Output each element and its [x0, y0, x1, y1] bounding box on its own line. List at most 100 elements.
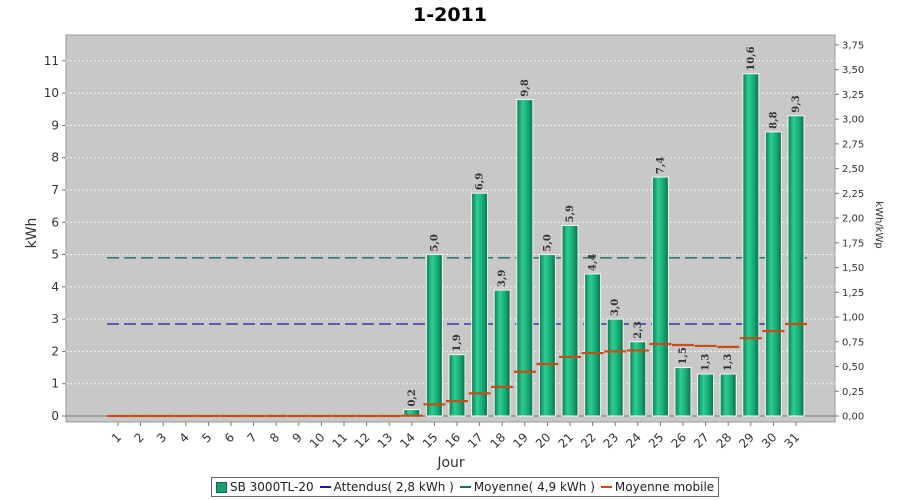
y-tick-label: 1 [51, 377, 59, 391]
y2-tick-label: 3,50 [842, 65, 864, 76]
bar [674, 367, 692, 417]
x-tick-label: 29 [736, 430, 757, 451]
bar [651, 176, 669, 417]
x-tick-label: 23 [601, 430, 622, 451]
data-label: 1,3 [701, 354, 712, 371]
data-label: 2,3 [633, 321, 644, 338]
y2-tick-label: 3,75 [842, 40, 864, 51]
data-label: 7,4 [655, 157, 666, 174]
x-tick-label: 27 [691, 430, 712, 451]
bar [561, 225, 579, 417]
legend-label-expected: Attendus( 2,8 kWh ) [333, 480, 454, 494]
y-tick-label: 3 [51, 312, 59, 326]
y-axis-label: kWh [24, 218, 40, 249]
y-tick-label: 8 [51, 151, 59, 165]
x-tick-label: 26 [668, 430, 689, 451]
x-tick-label: 4 [177, 430, 192, 445]
x-tick-label: 31 [781, 430, 802, 451]
data-label: 0,2 [407, 389, 418, 406]
legend-swatch-production [216, 481, 227, 493]
y-tick-label: 7 [51, 183, 59, 197]
y-tick-label: 9 [51, 118, 59, 132]
y2-tick-label: 1,75 [842, 238, 864, 249]
y2-tick-label: 2,50 [842, 164, 864, 175]
bar [516, 99, 534, 417]
x-tick-label: 5 [199, 430, 214, 445]
y2-tick-label: 1,50 [842, 263, 864, 274]
x-tick-label: 14 [397, 430, 418, 451]
bar [787, 115, 805, 417]
data-label: 1,5 [678, 347, 689, 364]
bar [697, 373, 715, 417]
y2-tick-label: 2,00 [842, 214, 864, 225]
x-tick-label: 30 [759, 430, 780, 451]
data-label: 5,0 [429, 234, 440, 251]
x-tick-label: 16 [442, 430, 463, 451]
y2-tick-label: 0,00 [842, 412, 864, 423]
x-axis-label: Jour [436, 455, 465, 471]
bar [606, 318, 624, 417]
bar [425, 254, 443, 417]
legend-item-production: SB 3000TL-20 [216, 480, 314, 494]
bar [448, 354, 466, 417]
data-label: 5,9 [565, 205, 576, 222]
y2-tick-label: 3,25 [842, 90, 864, 101]
chart-title: 1-2011 [413, 4, 487, 26]
legend-swatch-moving-average [600, 486, 612, 488]
legend-item-expected: Attendus( 2,8 kWh ) [319, 480, 454, 494]
x-tick-label: 20 [533, 430, 554, 451]
data-label: 6,9 [475, 173, 486, 190]
data-label: 1,9 [452, 334, 463, 351]
legend-swatch-expected [319, 486, 331, 488]
data-label: 9,3 [791, 95, 802, 112]
data-label: 5,0 [542, 234, 553, 251]
x-tick-label: 21 [555, 430, 576, 451]
y2-tick-label: 2,25 [842, 189, 864, 200]
x-tick-label: 11 [329, 430, 350, 451]
y2-tick-label: 1,00 [842, 313, 864, 324]
x-tick-label: 3 [154, 430, 169, 445]
x-tick-label: 8 [267, 430, 282, 445]
legend-item-moving-average: Moyenne mobile [600, 480, 714, 494]
legend-label-average: Moyenne( 4,9 kWh ) [473, 480, 595, 494]
y2-tick-label: 3,00 [842, 115, 864, 126]
data-label: 10,6 [746, 46, 757, 70]
bar [742, 73, 760, 417]
y2-tick-label: 2,75 [842, 139, 864, 150]
legend: SB 3000TL-20 Attendus( 2,8 kWh ) Moyenne… [211, 477, 720, 497]
data-label: 9,8 [520, 79, 531, 96]
y2-tick-label: 0,75 [842, 337, 864, 348]
y2-tick-label: 0,25 [842, 387, 864, 398]
x-tick-label: 28 [714, 430, 735, 451]
x-tick-label: 25 [646, 430, 667, 451]
y-tick-label: 6 [51, 215, 59, 229]
bar [471, 192, 489, 417]
x-tick-label: 1 [109, 430, 124, 445]
legend-label-production: SB 3000TL-20 [230, 480, 314, 494]
bar [584, 273, 602, 417]
legend-swatch-average [459, 486, 471, 488]
data-label: 8,8 [768, 111, 779, 128]
bar [629, 341, 647, 417]
bar [538, 254, 556, 417]
y-tick-label: 11 [44, 54, 59, 68]
y-tick-label: 2 [51, 344, 59, 358]
x-tick-label: 12 [352, 430, 373, 451]
x-tick-label: 22 [578, 430, 599, 451]
y2-tick-label: 0,50 [842, 362, 864, 373]
x-tick-label: 9 [290, 430, 305, 445]
y2-axis-label: kWh/kWp [873, 201, 884, 248]
y-tick-label: 4 [51, 280, 59, 294]
x-tick-label: 18 [488, 430, 509, 451]
x-tick-label: 13 [375, 430, 396, 451]
y-tick-label: 0 [51, 409, 59, 423]
bar [719, 373, 737, 417]
x-tick-label: 7 [244, 430, 259, 445]
y-tick-label: 5 [51, 248, 59, 262]
x-tick-label: 24 [623, 430, 644, 451]
data-label: 4,4 [588, 253, 599, 270]
bar [764, 131, 782, 417]
x-tick-label: 10 [307, 430, 328, 451]
x-tick-label: 6 [222, 430, 237, 445]
